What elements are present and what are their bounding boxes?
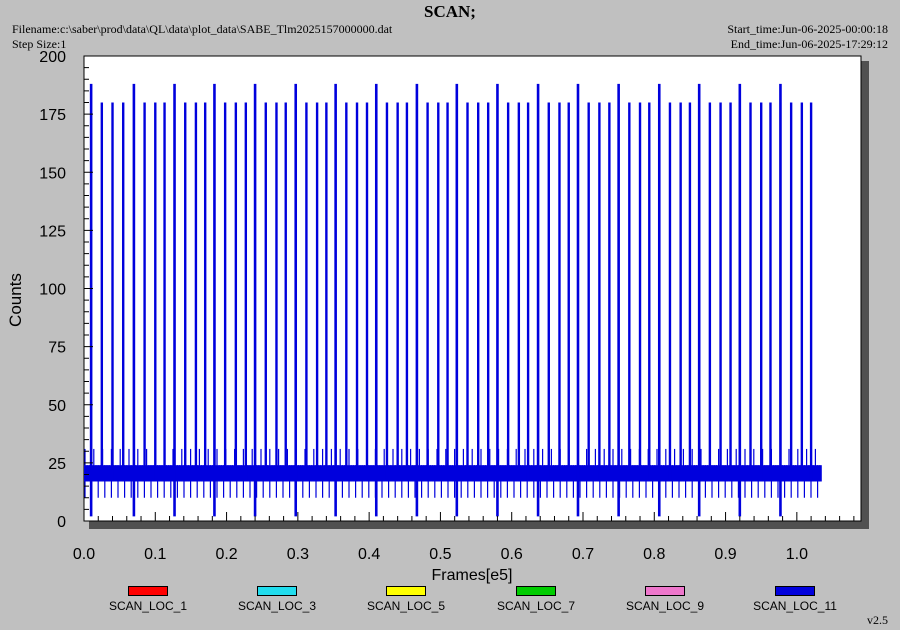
legend-item: SCAN_LOC_9 [600, 586, 730, 613]
end-time-label: End_time:Jun-06-2025-17:29:12 [730, 37, 888, 51]
y-axis-label: Counts [6, 273, 25, 327]
legend-swatch [516, 586, 556, 596]
legend-item: SCAN_LOC_7 [471, 586, 601, 613]
version-label: v2.5 [867, 613, 888, 627]
y-tick-label: 125 [39, 223, 66, 240]
y-tick-label: 100 [39, 282, 66, 299]
legend-swatch [128, 586, 168, 596]
legend-item: SCAN_LOC_11 [730, 586, 860, 613]
x-tick-label: 0.4 [358, 546, 380, 563]
legend-swatch [386, 586, 426, 596]
x-tick-label: 0.1 [144, 546, 166, 563]
legend-label: SCAN_LOC_1 [108, 599, 188, 613]
x-tick-label: 0.6 [501, 546, 523, 563]
legend-label: SCAN_LOC_5 [366, 599, 446, 613]
chart-title: SCAN; [424, 2, 476, 21]
y-tick-label: 75 [48, 340, 66, 357]
x-tick-label: 0.2 [215, 546, 237, 563]
legend-item: SCAN_LOC_3 [212, 586, 342, 613]
legend-label: SCAN_LOC_9 [625, 599, 705, 613]
x-tick-label: 0.0 [73, 546, 95, 563]
baseline-band [84, 465, 822, 482]
x-tick-label: 0.8 [643, 546, 665, 563]
start-time-label: Start_time:Jun-06-2025-00:00:18 [727, 22, 888, 36]
x-tick-label: 0.3 [287, 546, 309, 563]
legend-swatch [775, 586, 815, 596]
legend-item: SCAN_LOC_5 [341, 586, 471, 613]
x-tick-label: 0.7 [572, 546, 594, 563]
y-tick-label: 25 [48, 456, 66, 473]
legend-swatch [645, 586, 685, 596]
y-tick-label: 150 [39, 165, 66, 182]
legend-label: SCAN_LOC_11 [753, 599, 837, 613]
legend-label: SCAN_LOC_7 [496, 599, 576, 613]
step-size-label: Step Size:1 [12, 37, 67, 51]
series-layer [84, 83, 822, 517]
legend-item: SCAN_LOC_1 [83, 586, 213, 613]
legend-swatch [257, 586, 297, 596]
y-tick-label: 200 [39, 49, 66, 66]
legend-label: SCAN_LOC_3 [237, 599, 317, 613]
series-scan-loc-11 [84, 83, 822, 517]
x-tick-label: 0.5 [429, 546, 451, 563]
x-tick-label: 1.0 [786, 546, 808, 563]
x-axis-label: Frames[e5] [432, 567, 513, 584]
y-tick-label: 175 [39, 107, 66, 124]
axis-layer: 0 25 50 75 100 125 150 175 200 0.0 0.1 0.2 0.3 0.4 0.5… [39, 49, 855, 563]
y-tick-label: 0 [57, 514, 66, 531]
y-tick-label: 50 [48, 398, 66, 415]
x-tick-label: 0.9 [714, 546, 736, 563]
filename-label: Filename:c:\saber\prod\data\QL\data\plot… [12, 22, 393, 36]
